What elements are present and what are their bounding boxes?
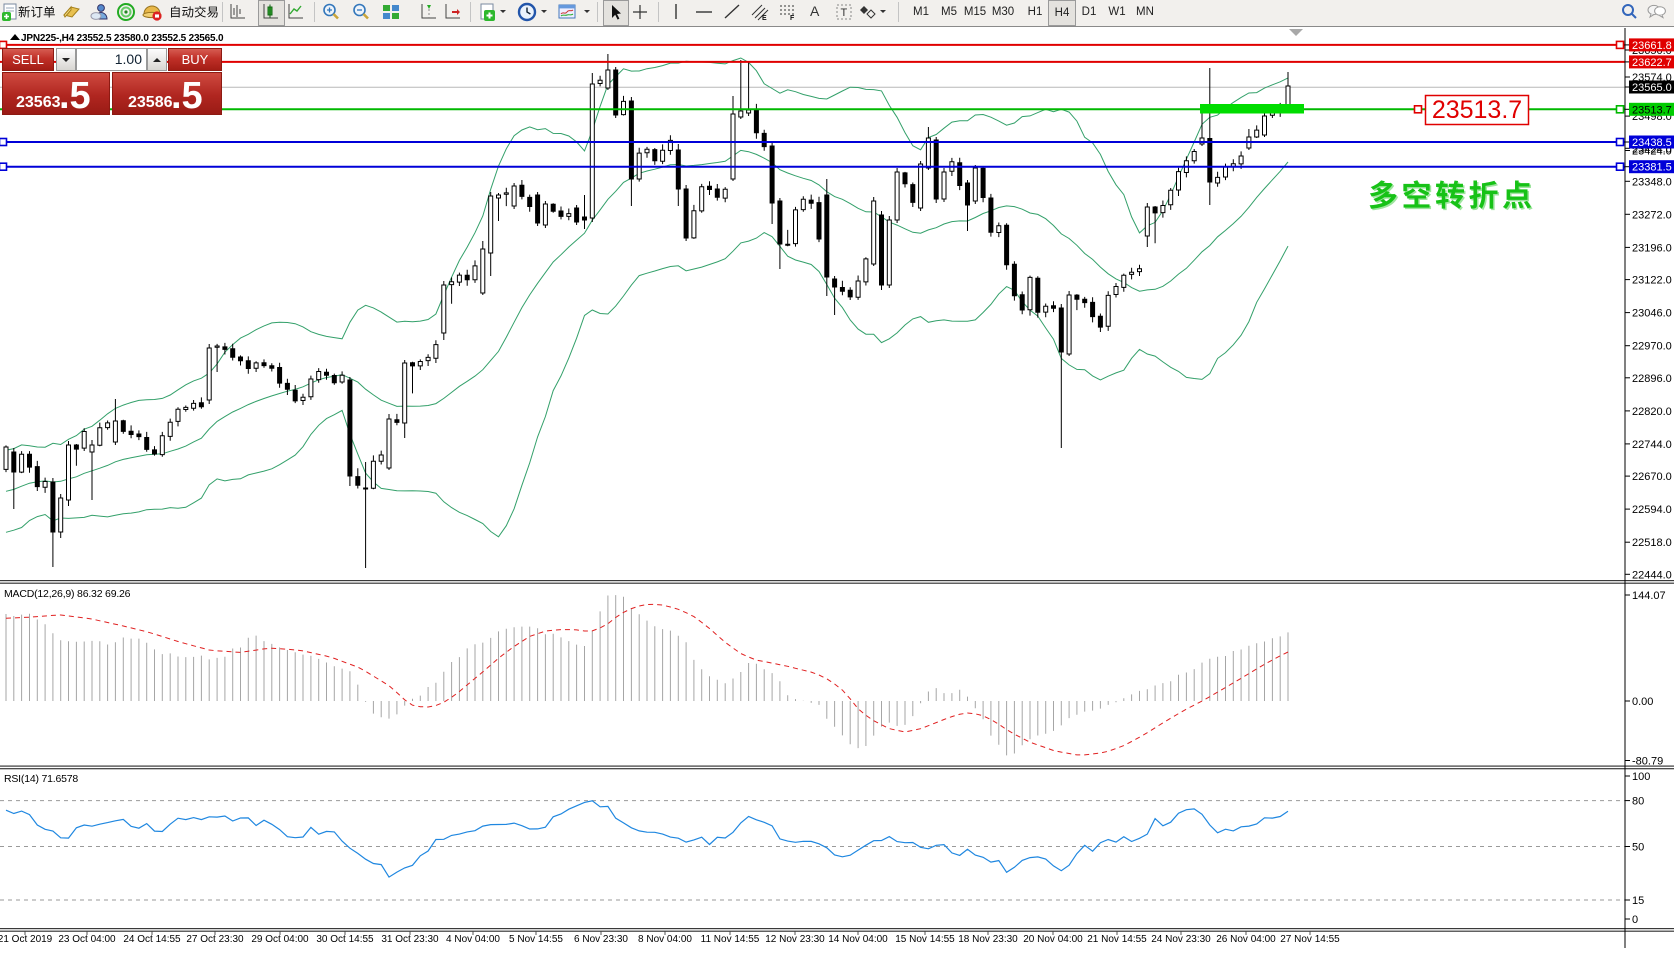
- svg-text:23661.8: 23661.8: [1632, 40, 1672, 52]
- svg-text:MACD(12,26,9) 86.32 69.26: MACD(12,26,9) 86.32 69.26: [4, 588, 131, 600]
- svg-text:22820.0: 22820.0: [1632, 406, 1672, 418]
- svg-text:23196.0: 23196.0: [1632, 242, 1672, 254]
- svg-text:23348.0: 23348.0: [1632, 176, 1672, 188]
- svg-text:22594.0: 22594.0: [1632, 504, 1672, 516]
- svg-text:5 Nov 14:55: 5 Nov 14:55: [509, 934, 563, 945]
- svg-text:8 Nov 04:00: 8 Nov 04:00: [638, 934, 692, 945]
- svg-text:31 Oct 23:30: 31 Oct 23:30: [381, 934, 439, 945]
- svg-text:6 Nov 23:30: 6 Nov 23:30: [574, 934, 628, 945]
- svg-text:29 Oct 04:00: 29 Oct 04:00: [251, 934, 309, 945]
- svg-text:30 Oct 14:55: 30 Oct 14:55: [316, 934, 374, 945]
- svg-text:RSI(14) 71.6578: RSI(14) 71.6578: [4, 773, 78, 785]
- svg-text:0.00: 0.00: [1632, 696, 1653, 708]
- svg-text:22744.0: 22744.0: [1632, 439, 1672, 451]
- svg-text:F: F: [790, 15, 795, 22]
- svg-text:27 Oct 23:30: 27 Oct 23:30: [186, 934, 244, 945]
- svg-text:12 Nov 23:30: 12 Nov 23:30: [765, 934, 825, 945]
- svg-text:JPN225-,H4 23552.5 23580.0 23: JPN225-,H4 23552.5 23580.0 23552.5 23565…: [21, 33, 224, 44]
- svg-text:22670.0: 22670.0: [1632, 471, 1672, 483]
- svg-text:0: 0: [1632, 914, 1638, 926]
- svg-text:23272.0: 23272.0: [1632, 209, 1672, 221]
- svg-text:4 Nov 04:00: 4 Nov 04:00: [446, 934, 500, 945]
- svg-text:27 Nov 14:55: 27 Nov 14:55: [1280, 934, 1340, 945]
- svg-text:23513.7: 23513.7: [1432, 96, 1522, 124]
- svg-text:21 Oct 2019: 21 Oct 2019: [0, 934, 53, 945]
- svg-text:15 Nov 14:55: 15 Nov 14:55: [895, 934, 955, 945]
- svg-text:T: T: [841, 7, 848, 19]
- svg-text:15: 15: [1632, 895, 1644, 907]
- svg-text:23381.5: 23381.5: [1632, 162, 1672, 174]
- svg-text:24 Nov 23:30: 24 Nov 23:30: [1151, 934, 1211, 945]
- svg-text:50: 50: [1632, 842, 1644, 854]
- svg-text:21 Nov 14:55: 21 Nov 14:55: [1087, 934, 1147, 945]
- svg-text:144.07: 144.07: [1632, 590, 1666, 602]
- svg-text:26 Nov 04:00: 26 Nov 04:00: [1216, 934, 1276, 945]
- svg-text:23438.5: 23438.5: [1632, 137, 1672, 149]
- svg-text:22970.0: 22970.0: [1632, 341, 1672, 353]
- svg-text:14 Nov 04:00: 14 Nov 04:00: [828, 934, 888, 945]
- svg-text:80: 80: [1632, 796, 1644, 808]
- svg-text:22518.0: 22518.0: [1632, 537, 1672, 549]
- svg-text:18 Nov 23:30: 18 Nov 23:30: [958, 934, 1018, 945]
- svg-text:23 Oct 04:00: 23 Oct 04:00: [58, 934, 116, 945]
- svg-text:22896.0: 22896.0: [1632, 373, 1672, 385]
- svg-text:23046.0: 23046.0: [1632, 308, 1672, 320]
- svg-text:24 Oct 14:55: 24 Oct 14:55: [123, 934, 181, 945]
- svg-text:23122.0: 23122.0: [1632, 275, 1672, 287]
- svg-text:-80.79: -80.79: [1632, 756, 1663, 768]
- svg-text:100: 100: [1632, 771, 1650, 783]
- svg-text:23622.7: 23622.7: [1632, 57, 1672, 69]
- svg-text:23565.0: 23565.0: [1632, 82, 1672, 94]
- svg-text:20 Nov 04:00: 20 Nov 04:00: [1023, 934, 1083, 945]
- svg-text:E: E: [762, 15, 767, 22]
- svg-text:11 Nov 14:55: 11 Nov 14:55: [701, 934, 760, 945]
- svg-text:23513.7: 23513.7: [1632, 104, 1672, 116]
- svg-text:22444.0: 22444.0: [1632, 569, 1672, 581]
